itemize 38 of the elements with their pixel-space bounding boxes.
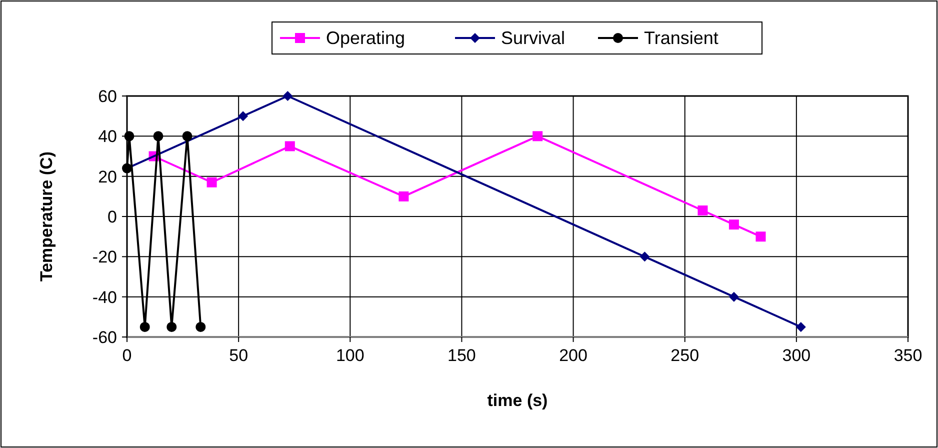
y-tick-label: 60	[98, 87, 117, 106]
point	[166, 322, 177, 332]
point	[206, 177, 217, 188]
point	[756, 232, 766, 242]
x-tick-label: 0	[122, 346, 132, 365]
point	[728, 292, 739, 302]
legend-label: Transient	[644, 28, 718, 48]
y-tick-label: 0	[108, 208, 117, 226]
x-tick-label: 150	[448, 346, 476, 365]
x-tick-label: 100	[336, 346, 364, 365]
y-tick-label: -40	[92, 288, 117, 307]
point	[640, 252, 650, 262]
legend-label: Operating	[326, 28, 406, 48]
x-tick-label: 50	[229, 346, 248, 365]
point	[698, 205, 708, 216]
y-axis-title: Temperature (C)	[37, 151, 56, 282]
x-tick-label: 350	[894, 346, 922, 365]
x-tick-label: 200	[559, 346, 588, 365]
point	[282, 91, 293, 101]
y-tick-label: 40	[98, 127, 117, 146]
point	[196, 322, 206, 332]
point	[284, 141, 295, 152]
y-tick-label: 20	[98, 167, 117, 186]
legend-label: Survival	[501, 28, 566, 48]
x-tick-label: 300	[782, 346, 811, 365]
y-tick-label: -20	[92, 248, 117, 267]
point	[728, 220, 739, 230]
point	[140, 322, 150, 332]
point	[238, 111, 248, 122]
x-tick-label: 250	[670, 346, 700, 365]
point	[796, 322, 806, 332]
point	[532, 131, 543, 142]
point	[182, 131, 192, 142]
point	[398, 191, 409, 202]
y-tick-label: -60	[92, 328, 117, 347]
point	[124, 131, 134, 142]
point	[153, 131, 164, 142]
x-axis-title: time (s)	[487, 391, 548, 410]
